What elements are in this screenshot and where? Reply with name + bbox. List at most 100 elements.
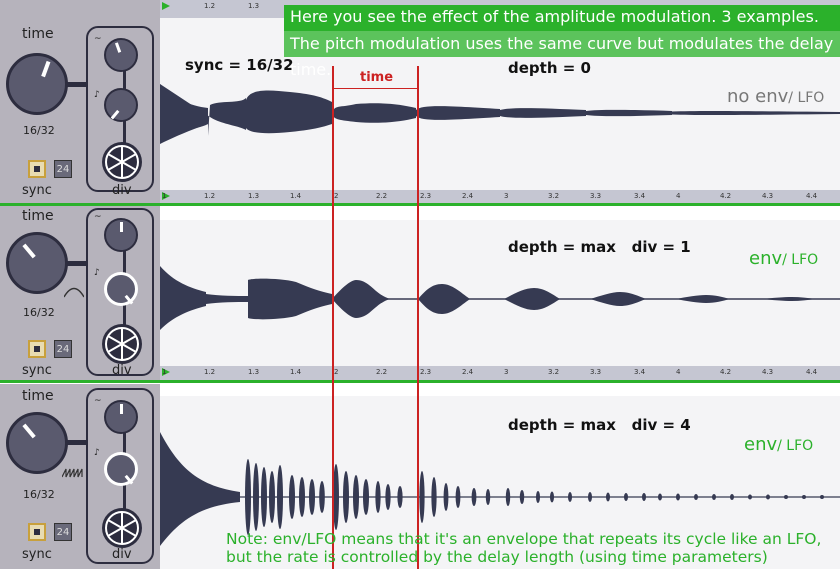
track-separator — [0, 380, 840, 383]
time-marker-start — [332, 66, 334, 569]
note-icon: ♪ — [94, 448, 100, 458]
mode-sub: / LFO — [777, 438, 814, 454]
ruler-tick: 2.3 — [420, 192, 432, 200]
ruler-tick: 1.2 — [204, 368, 216, 376]
sine-icon: ~ — [94, 396, 102, 406]
footnote: Note: env/LFO means that it's an envelop… — [226, 530, 821, 566]
ruler-tick: 4.2 — [720, 192, 732, 200]
sine-icon: ~ — [94, 34, 102, 44]
depth-annotation: depth = max div = 4 — [508, 416, 691, 434]
rate-label: 16/32 — [23, 124, 55, 137]
div-knob[interactable] — [102, 142, 142, 182]
div-knob-spokes-icon — [105, 327, 139, 361]
ruler-tick: 2.4 — [462, 192, 474, 200]
timeline-ruler-2[interactable]: 1 1.2 1.3 1.4 2 2.2 2.3 2.4 3 3.2 3.3 3.… — [160, 190, 840, 204]
time-knob[interactable] — [6, 53, 68, 115]
time-knob[interactable] — [6, 232, 68, 294]
ruler-tick: 4.3 — [762, 192, 774, 200]
ruler-tick: 4.4 — [806, 192, 818, 200]
ruler-tick: 3.3 — [590, 368, 602, 376]
ruler-tick: 3.4 — [634, 192, 646, 200]
waveform-1 — [160, 84, 840, 144]
waveform-area-2[interactable]: depth = max div = 1 env/ LFO — [160, 220, 840, 366]
depth-knob[interactable] — [104, 452, 138, 486]
time-label: time — [22, 26, 54, 42]
play-marker-icon — [162, 192, 170, 200]
depth-knob[interactable] — [104, 88, 138, 122]
play-marker-icon — [162, 2, 170, 10]
waveform-3 — [160, 432, 840, 546]
div-knob-spokes-icon — [105, 511, 139, 545]
device-panel-2: time 16/32 24 sync ~ ♪ div — [0, 206, 160, 380]
sync-label: sync — [22, 183, 52, 198]
note-icon: ♪ — [94, 268, 100, 278]
mode-annotation: env/ LFO — [749, 248, 818, 269]
time-knob[interactable] — [6, 412, 68, 474]
time-label: time — [22, 388, 54, 404]
rate-knob[interactable] — [104, 38, 138, 72]
steps-box[interactable]: 24 — [54, 340, 72, 358]
ruler-tick: 3.3 — [590, 192, 602, 200]
depth-annotation: depth = 0 — [508, 59, 591, 77]
mode-sub: / LFO — [782, 252, 819, 268]
sync-annotation: sync = 16/32 — [185, 56, 294, 74]
ruler-tick: 3.2 — [548, 368, 560, 376]
sync-label: sync — [22, 547, 52, 562]
ruler-tick: 2.4 — [462, 368, 474, 376]
timeline-ruler-3[interactable]: 1 1.2 1.3 1.4 2 2.2 2.3 2.4 3 3.2 3.3 3.… — [160, 366, 840, 380]
ruler-tick: 1.3 — [248, 368, 260, 376]
time-annotation: time — [360, 70, 394, 85]
ruler-tick: 4.2 — [720, 368, 732, 376]
info-banner-line2: The pitch modulation uses the same curve… — [284, 31, 840, 79]
mode-annotation: no env/ LFO — [727, 86, 824, 107]
div-label: div — [112, 183, 132, 198]
ruler-tick: 4.4 — [806, 368, 818, 376]
sync-button[interactable] — [28, 340, 46, 358]
ruler-tick: 3.2 — [548, 192, 560, 200]
ruler-tick: 1.4 — [290, 368, 302, 376]
knob-connector — [66, 82, 88, 87]
depth-annotation: depth = max div = 1 — [508, 238, 691, 256]
ruler-tick: 2.3 — [420, 368, 432, 376]
ruler-tick: 1.3 — [248, 192, 260, 200]
ruler-tick: 1 — [162, 368, 167, 376]
rate-knob[interactable] — [104, 400, 138, 434]
footnote-line2: but the rate is controlled by the delay … — [226, 548, 768, 566]
steps-box[interactable]: 24 — [54, 160, 72, 178]
ruler-tick: 3 — [504, 368, 509, 376]
waveform-area-3[interactable]: depth = max div = 4 env/ LFO — [160, 396, 840, 569]
ruler-tick: 3.4 — [634, 368, 646, 376]
div-label: div — [112, 547, 132, 562]
mod-subpanel: ~ ♪ — [86, 26, 154, 192]
info-banner-line1: Here you see the effect of the amplitude… — [284, 5, 840, 31]
depth-knob[interactable] — [104, 272, 138, 306]
steps-box[interactable]: 24 — [54, 523, 72, 541]
ruler-tick: 1.2 — [204, 192, 216, 200]
ruler-tick: 2 — [334, 192, 339, 200]
div-label: div — [112, 363, 132, 378]
div-knob[interactable] — [102, 508, 142, 548]
mod-subpanel: ~ ♪ — [86, 208, 154, 376]
sine-icon: ~ — [94, 212, 102, 222]
mode-main: env — [744, 434, 778, 455]
ruler-tick: 1.2 — [204, 2, 216, 10]
div-knob[interactable] — [102, 324, 142, 364]
waveform-2 — [160, 266, 840, 330]
ruler-tick: 1 — [162, 192, 167, 200]
knob-connector — [66, 440, 88, 445]
div-knob-spokes-icon — [105, 145, 139, 179]
ruler-tick: 2.2 — [376, 368, 388, 376]
mode-annotation: env/ LFO — [744, 434, 813, 455]
bell-envelope-icon — [64, 287, 84, 298]
device-panel-3: time 16/32 24 sync ~ ♪ div — [0, 384, 160, 569]
ruler-tick: 2 — [334, 368, 339, 376]
time-label: time — [22, 208, 54, 224]
sync-button[interactable] — [28, 160, 46, 178]
ruler-tick: 4 — [676, 192, 681, 200]
sync-button[interactable] — [28, 523, 46, 541]
track-separator — [0, 203, 840, 206]
ruler-tick: 1.4 — [290, 192, 302, 200]
ruler-tick: 4.3 — [762, 368, 774, 376]
rate-knob[interactable] — [104, 218, 138, 252]
time-span-bar — [332, 88, 419, 89]
